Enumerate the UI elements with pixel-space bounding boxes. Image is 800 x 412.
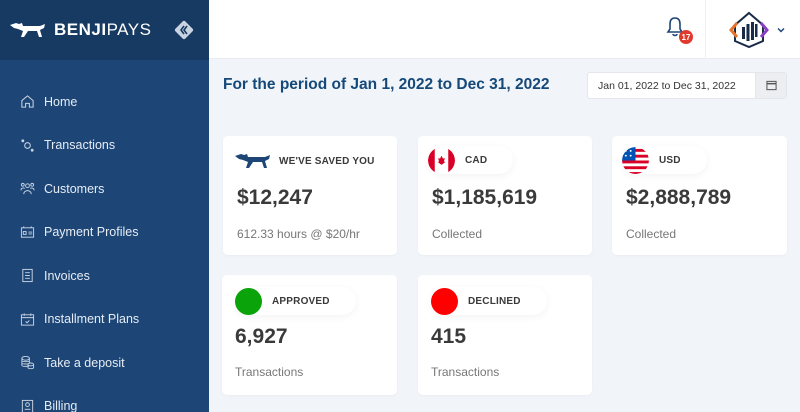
cad-pill: CAD (428, 146, 514, 174)
approved-status-dot-icon (235, 287, 262, 315)
declined-status-dot-icon (431, 287, 458, 315)
bell-icon (666, 17, 684, 37)
usd-value: $2,888,789 (626, 186, 732, 209)
sidebar-item-billing[interactable]: Billing (0, 385, 209, 412)
notifications-button[interactable] (665, 16, 689, 44)
approved-pill: APPROVED (235, 287, 356, 315)
billing-icon (19, 398, 35, 412)
sidebar-item-label: Take a deposit (44, 355, 125, 370)
page-title: For the period of Jan 1, 2022 to Dec 31,… (223, 76, 550, 93)
cad-subtext: Collected (432, 227, 483, 241)
notification-count-badge: 17 (679, 30, 693, 44)
usd-card: USD $2,888,789 Collected (612, 136, 787, 255)
sidebar-item-label: Invoices (44, 268, 90, 283)
date-range-input[interactable]: Jan 01, 2022 to Dec 31, 2022 (598, 79, 736, 92)
dog-logo-icon (10, 23, 45, 37)
sidebar-item-customers[interactable]: Customers (0, 167, 209, 211)
sidebar: BENJIPAYS Home Transactions Customers Pa… (0, 0, 209, 412)
coins-icon (19, 355, 35, 371)
sidebar-item-label: Customers (44, 181, 105, 196)
customers-icon (19, 181, 35, 197)
sidebar-nav: Home Transactions Customers Payment Prof… (0, 60, 209, 412)
declined-card: DECLINED 415 Transactions (418, 275, 592, 395)
usd-subtext: Collected (626, 227, 677, 241)
saved-label: WE'VE SAVED YOU (279, 155, 375, 167)
chevron-down-icon (777, 27, 785, 33)
approved-card: APPROVED 6,927 Transactions (222, 275, 397, 395)
saved-card: WE'VE SAVED YOU $12,247 612.33 hours @ $… (223, 136, 397, 255)
brand-logo[interactable]: BENJIPAYS (10, 20, 151, 40)
org-logo-icon (729, 11, 769, 49)
calendar-icon (19, 311, 35, 327)
sidebar-item-take-a-deposit[interactable]: Take a deposit (0, 341, 209, 385)
usd-pill: USD (622, 146, 707, 174)
collapse-sidebar-button[interactable] (174, 20, 194, 40)
org-menu-button[interactable] (776, 22, 786, 33)
cad-label: CAD (465, 154, 488, 166)
us-flag-icon (622, 146, 649, 174)
saved-value: $12,247 (237, 186, 313, 209)
invoice-icon (19, 268, 35, 284)
topbar-divider (705, 0, 706, 59)
saved-subtext: 612.33 hours @ $20/hr (237, 227, 360, 241)
sidebar-item-installment-plans[interactable]: Installment Plans (0, 298, 209, 342)
cad-value: $1,185,619 (432, 186, 538, 209)
home-icon (19, 94, 35, 110)
saved-label-row: WE'VE SAVED YOU (234, 152, 375, 170)
sidebar-item-invoices[interactable]: Invoices (0, 254, 209, 298)
cad-card: CAD $1,185,619 Collected (418, 136, 592, 255)
sidebar-item-label: Payment Profiles (44, 225, 139, 240)
brand-name: BENJIPAYS (54, 20, 152, 39)
date-range-picker: Jan 01, 2022 to Dec 31, 2022 (587, 72, 787, 99)
double-chevron-left-icon (174, 20, 194, 40)
sidebar-item-label: Transactions (44, 138, 116, 153)
declined-value: 415 (431, 325, 467, 348)
usd-label: USD (659, 154, 681, 166)
transactions-icon (19, 137, 35, 153)
approved-label: APPROVED (272, 295, 330, 307)
sidebar-item-label: Installment Plans (44, 312, 140, 327)
approved-value: 6,927 (235, 325, 288, 348)
sidebar-item-label: Billing (44, 399, 78, 412)
calendar-button[interactable] (755, 73, 786, 98)
organization-logo[interactable] (729, 11, 769, 49)
approved-subtext: Transactions (235, 365, 304, 379)
sidebar-item-payment-profiles[interactable]: Payment Profiles (0, 211, 209, 255)
sidebar-item-label: Home (44, 94, 78, 109)
sidebar-item-transactions[interactable]: Transactions (0, 124, 209, 168)
payment-profiles-icon (19, 224, 35, 240)
sidebar-item-home[interactable]: Home (0, 80, 209, 124)
canada-flag-icon (428, 146, 455, 174)
calendar-icon (765, 80, 777, 91)
declined-subtext: Transactions (431, 365, 500, 379)
brand-header: BENJIPAYS (0, 0, 209, 60)
declined-label: DECLINED (468, 295, 521, 307)
top-bar: 17 (209, 0, 800, 59)
declined-pill: DECLINED (431, 287, 547, 315)
dog-logo-icon (235, 154, 270, 168)
